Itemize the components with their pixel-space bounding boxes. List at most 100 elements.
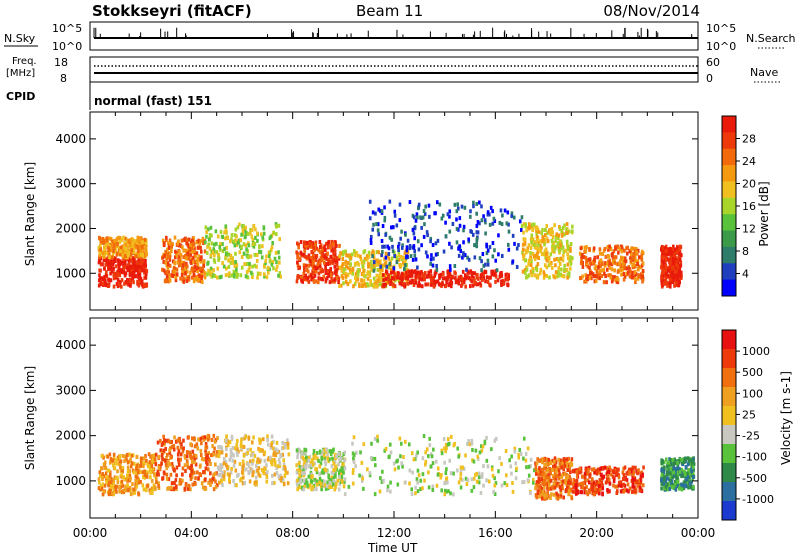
heatmap-cell	[230, 434, 234, 439]
heatmap-cell	[408, 269, 411, 274]
heatmap-cell	[679, 260, 683, 265]
heatmap-cell	[319, 260, 322, 265]
heatmap-cell	[549, 468, 552, 473]
heatmap-cell	[103, 247, 106, 252]
heatmap-cell	[180, 272, 184, 277]
heatmap-cell	[205, 460, 208, 465]
heatmap-cell	[97, 245, 101, 250]
heatmap-cell	[216, 266, 220, 271]
heatmap-cell	[404, 232, 407, 237]
heatmap-cell	[98, 256, 101, 261]
heatmap-cell	[588, 275, 592, 280]
heatmap-cell	[556, 241, 560, 246]
heatmap-cell	[563, 479, 567, 484]
heatmap-cell	[607, 478, 611, 483]
heatmap-cell	[214, 484, 218, 489]
heatmap-cell	[429, 239, 432, 244]
heatmap-cell	[412, 282, 416, 287]
heatmap-cell	[439, 475, 443, 480]
heatmap-cell	[543, 272, 546, 277]
heatmap-cell	[218, 247, 222, 252]
heatmap-cell	[375, 284, 379, 289]
heatmap-cell	[352, 249, 356, 254]
heatmap-cell	[615, 468, 619, 473]
heatmap-cell	[598, 271, 602, 276]
heatmap-cell	[372, 263, 376, 268]
heatmap-cell	[170, 273, 173, 278]
heatmap-cell	[199, 436, 203, 441]
heatmap-cell	[543, 263, 547, 268]
heatmap-cell	[329, 270, 333, 275]
heatmap-cell	[530, 240, 533, 245]
heatmap-cell	[242, 223, 245, 228]
heatmap-cell	[112, 463, 115, 468]
heatmap-cell	[311, 251, 315, 256]
heatmap-cell	[395, 275, 399, 280]
heatmap-cell	[255, 264, 258, 269]
heatmap-cell	[112, 271, 116, 276]
heatmap-cell	[185, 261, 188, 266]
heatmap-cell	[491, 473, 495, 478]
heatmap-cell	[363, 249, 367, 254]
heatmap-cell	[303, 459, 307, 464]
heatmap-cell	[669, 259, 672, 264]
heatmap-cell	[168, 462, 172, 467]
heatmap-cell	[601, 466, 605, 471]
heatmap-cell	[453, 441, 456, 446]
heatmap-cell	[567, 479, 570, 484]
heatmap-cell	[275, 260, 278, 265]
heatmap-cell	[102, 474, 106, 479]
heatmap-cell	[386, 280, 389, 285]
heatmap-cell	[642, 465, 645, 470]
heatmap-cell	[245, 262, 249, 267]
heatmap-cell	[335, 273, 338, 278]
heatmap-cell	[286, 470, 289, 475]
heatmap-cell	[222, 477, 226, 482]
heatmap-cell	[493, 438, 497, 443]
heatmap-cell	[485, 251, 489, 256]
heatmap-cell	[590, 482, 593, 487]
heatmap-cell	[386, 244, 389, 249]
heatmap-cell	[500, 273, 504, 278]
heatmap-cell	[625, 271, 628, 276]
heatmap-cell	[182, 279, 186, 284]
heatmap-cell	[471, 458, 474, 463]
heatmap-cell	[301, 455, 305, 460]
heatmap-cell	[382, 282, 385, 287]
heatmap-cell	[341, 252, 345, 257]
heatmap-cell	[304, 466, 308, 471]
heatmap-cell	[506, 210, 510, 215]
heatmap-cell	[173, 260, 177, 265]
heatmap-cell	[183, 248, 187, 253]
heatmap-cell	[228, 472, 231, 477]
heatmap-cell	[628, 470, 631, 475]
heatmap-cell	[233, 233, 237, 238]
heatmap-cell	[206, 244, 209, 249]
heatmap-cell	[304, 263, 308, 268]
heatmap-cell	[473, 278, 476, 283]
heatmap-cell	[593, 279, 597, 284]
heatmap-cell	[369, 456, 373, 461]
heatmap-cell	[549, 252, 553, 257]
heatmap-cell	[132, 461, 136, 466]
heatmap-cell	[524, 258, 527, 263]
heatmap-cell	[402, 455, 405, 460]
heatmap-cell	[395, 223, 399, 228]
heatmap-cell	[231, 445, 235, 450]
heatmap-cell	[424, 204, 427, 209]
heatmap-cell	[481, 472, 484, 477]
heatmap-cell	[608, 465, 611, 470]
heatmap-cell	[106, 468, 109, 473]
heatmap-cell	[190, 460, 194, 465]
heatmap-cell	[670, 258, 674, 263]
heatmap-cell	[491, 254, 495, 259]
heatmap-cell	[132, 247, 136, 252]
heatmap-cell	[353, 282, 357, 287]
heatmap-cell	[393, 273, 396, 278]
heatmap-cell	[461, 281, 464, 286]
heatmap-cell	[549, 471, 552, 476]
heatmap-cell	[98, 268, 101, 273]
heatmap-cell	[278, 237, 281, 242]
heatmap-cell	[264, 467, 267, 472]
heatmap-cell	[467, 275, 471, 280]
